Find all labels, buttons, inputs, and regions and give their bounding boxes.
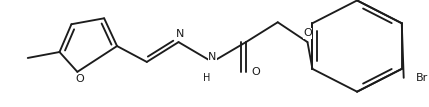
- Text: H: H: [202, 73, 210, 83]
- Text: O: O: [303, 28, 312, 38]
- Text: Br: Br: [416, 73, 428, 83]
- Text: O: O: [251, 67, 260, 77]
- Text: N: N: [176, 29, 185, 39]
- Text: N: N: [208, 52, 217, 62]
- Text: O: O: [75, 74, 84, 84]
